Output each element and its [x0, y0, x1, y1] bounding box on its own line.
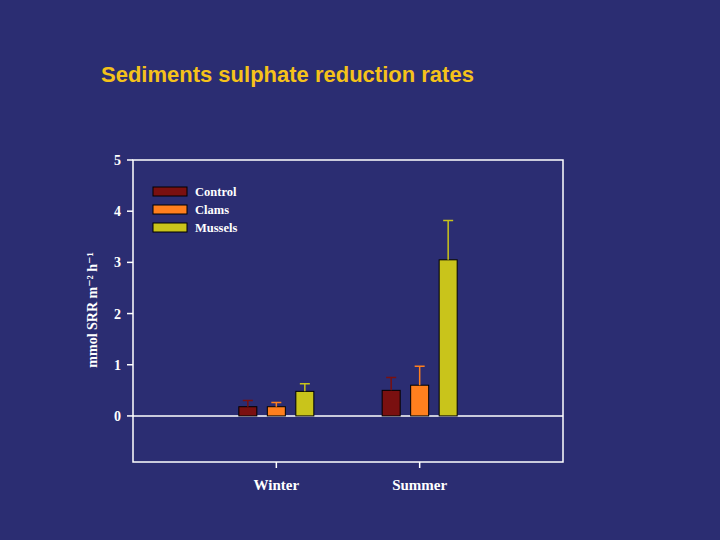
error-bar: [300, 384, 310, 392]
legend-label: Mussels: [195, 221, 238, 235]
y-tick: [127, 415, 133, 417]
y-tick-label: 4: [114, 204, 121, 219]
x-tick: [419, 462, 421, 468]
legend-swatch: [153, 205, 187, 214]
bar: [267, 407, 285, 416]
legend-label: Clams: [195, 203, 229, 217]
y-tick-label: 3: [114, 255, 121, 270]
x-tick-label: Winter: [254, 477, 300, 493]
bar: [239, 407, 257, 416]
legend-swatch: [153, 187, 187, 196]
error-bar: [443, 220, 453, 259]
y-tick-label: 0: [114, 409, 121, 424]
legend-label: Control: [195, 185, 237, 199]
error-bar: [271, 403, 281, 407]
y-tick-label: 1: [114, 358, 121, 373]
x-tick: [276, 462, 278, 468]
plot-frame: [133, 160, 563, 462]
legend-swatch: [153, 223, 187, 232]
legend: Control Clams Mussels: [153, 185, 238, 235]
bar: [439, 260, 457, 416]
chart: Sediments sulphate reduction rates 0 1 2 3 4 5…: [0, 0, 720, 540]
bar: [296, 391, 314, 416]
bars: [239, 220, 457, 416]
error-bar: [243, 401, 253, 407]
zero-line: [133, 415, 563, 417]
error-bar: [415, 366, 425, 385]
y-tick: [127, 210, 133, 212]
y-tick: [127, 364, 133, 366]
y-tick: [127, 262, 133, 264]
title: Sediments sulphate reduction rates: [101, 62, 474, 87]
bar: [382, 390, 400, 416]
y-tick-label: 2: [114, 307, 121, 322]
background: [0, 0, 720, 540]
y-tick-label: 5: [114, 153, 121, 168]
y-axis-label: mmol SRR m⁻² h⁻¹: [85, 252, 100, 367]
y-tick: [127, 313, 133, 315]
x-tick-label: Summer: [392, 477, 447, 493]
bar: [411, 385, 429, 416]
error-bar: [386, 378, 396, 391]
y-tick: [127, 159, 133, 161]
